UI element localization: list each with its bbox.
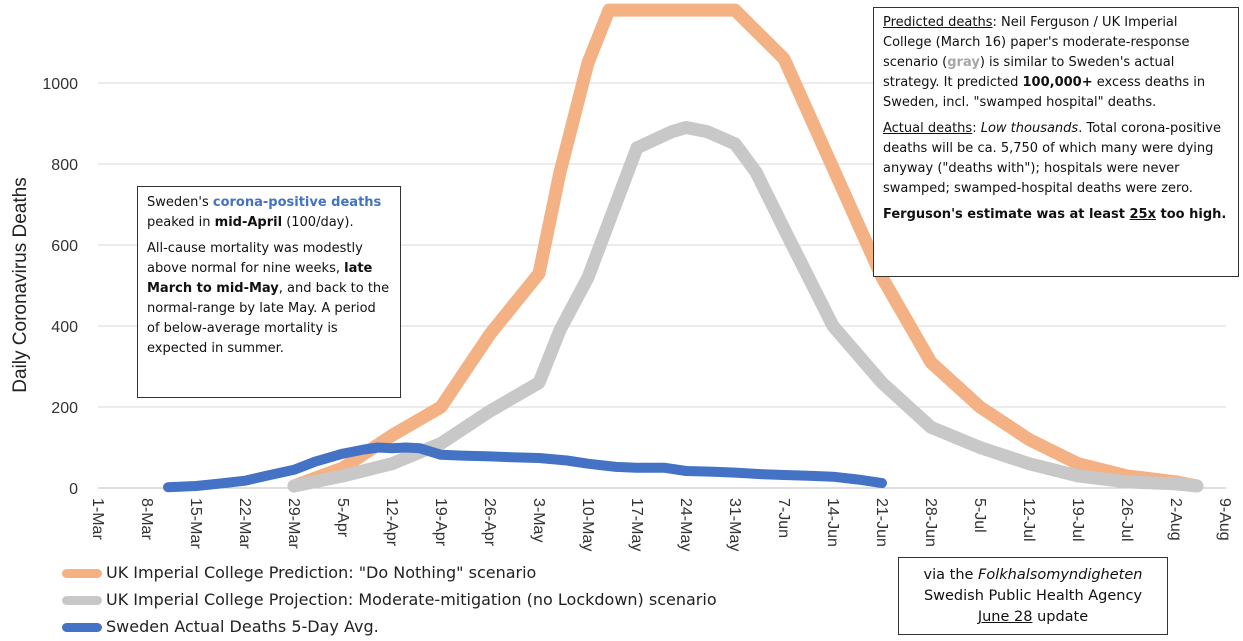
x-tick-label: 5-Jul — [971, 498, 988, 533]
series-line-0 — [287, 3, 1204, 493]
y-tick-label: 400 — [51, 319, 78, 336]
actual-deaths-text: Actual deaths: Low thousands. Total coro… — [883, 121, 1221, 196]
y-tick-label: 800 — [51, 157, 78, 174]
x-tick-labels: 1-Mar 8-Mar 15-Mar 22-Mar 29-Mar 5-Apr 12-Apr 1… — [89, 498, 1233, 551]
x-tick-label: 31-May — [726, 498, 743, 551]
x-tick-label: 21-Jun — [873, 498, 890, 547]
legend-swatch-gray — [62, 596, 102, 605]
x-tick-label: 28-Jun — [922, 498, 939, 547]
series-lines — [163, 3, 1204, 493]
x-tick-label: 26-Apr — [481, 498, 498, 547]
legend-item-do-nothing: UK Imperial College Prediction: "Do Noth… — [62, 562, 536, 584]
x-tick-label: 12-Jul — [1020, 498, 1037, 542]
source-line-2: Swedish Public Health Agency — [923, 588, 1143, 604]
y-tick-label: 200 — [51, 400, 78, 417]
legend-label-actual: Sweden Actual Deaths 5-Day Avg. — [106, 617, 379, 636]
x-tick-label: 8-Mar — [138, 498, 155, 540]
y-tick-label: 1000 — [42, 76, 78, 93]
legend-item-actual: Sweden Actual Deaths 5-Day Avg. — [62, 616, 379, 638]
x-tick-label: 9-Aug — [1216, 498, 1233, 541]
x-tick-label: 15-Mar — [187, 498, 204, 549]
source-line-3: June 28 update — [977, 609, 1089, 625]
x-tick-label: 12-Apr — [383, 498, 400, 547]
x-tick-label: 5-Apr — [334, 498, 351, 538]
x-tick-label: 19-Jul — [1069, 498, 1086, 542]
series-line-1 — [287, 121, 1204, 493]
legend-label-moderate: UK Imperial College Projection: Moderate… — [106, 590, 717, 609]
source-line-1: via the Folkhalsomyndigheten — [923, 567, 1143, 583]
x-tick-label: 7-Jun — [775, 498, 792, 538]
y-tick-label: 0 — [69, 481, 78, 498]
y-tick-label: 600 — [51, 238, 78, 255]
y-tick-labels: 0 200 400 600 800 1000 — [42, 76, 78, 498]
x-tick-label: 10-May — [579, 498, 596, 551]
predicted-deaths-text: Predicted deaths: Neil Ferguson / UK Imp… — [883, 15, 1206, 110]
legend-item-moderate: UK Imperial College Projection: Moderate… — [62, 589, 717, 611]
legend-swatch-orange — [62, 569, 102, 578]
x-tick-label: 2-Aug — [1167, 498, 1184, 541]
y-axis-label: Daily Coronavirus Deaths — [10, 177, 31, 392]
ferguson-conclusion-text: Ferguson's estimate was at least 25x too… — [883, 207, 1227, 222]
source-box: via the Folkhalsomyndigheten Swedish Pub… — [898, 557, 1168, 635]
x-tick-label: 24-May — [677, 498, 694, 551]
sweden-mortality-text: All-cause mortality was modestly above n… — [147, 241, 390, 356]
x-tick-label: 29-Mar — [285, 498, 302, 549]
ferguson-annotation-box: Predicted deaths: Neil Ferguson / UK Imp… — [873, 7, 1239, 277]
x-tick-label: 26-Jul — [1118, 498, 1135, 542]
sweden-annotation-box: Sweden's corona-positive deaths peaked i… — [137, 186, 401, 398]
x-tick-label: 14-Jun — [824, 498, 841, 547]
x-tick-label: 1-Mar — [89, 498, 106, 540]
sweden-peak-text: Sweden's corona-positive deaths peaked i… — [147, 195, 382, 230]
series-line-2 — [163, 442, 887, 493]
x-tick-label: 22-Mar — [236, 498, 253, 549]
x-tick-label: 17-May — [628, 498, 645, 551]
x-tick-label: 19-Apr — [432, 498, 449, 547]
legend-label-do-nothing: UK Imperial College Prediction: "Do Noth… — [106, 563, 537, 582]
x-tick-label: 3-May — [530, 498, 547, 542]
legend-swatch-blue — [62, 623, 102, 632]
